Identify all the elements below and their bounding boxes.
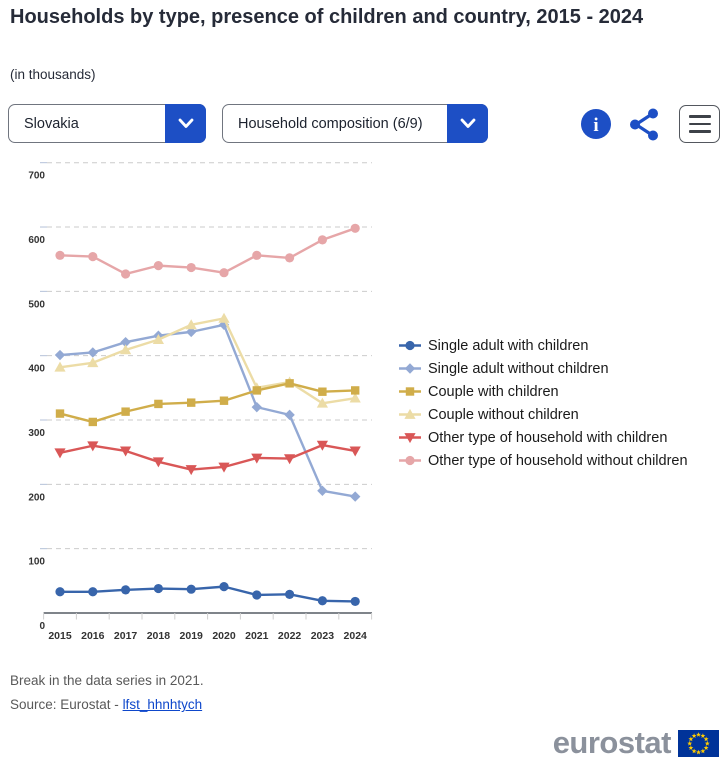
source-link[interactable]: lfst_hhnhtych [122, 697, 203, 712]
chart-subtitle: (in thousands) [10, 67, 96, 82]
legend-label: Couple with children [428, 383, 559, 400]
source-line: Source: Eurostat - lfst_hhnhtych [10, 697, 202, 712]
svg-text:400: 400 [28, 364, 45, 375]
legend-label: Couple without children [428, 406, 579, 423]
country-select-value: Slovakia [24, 115, 79, 132]
page-title: Households by type, presence of children… [10, 6, 644, 28]
legend-item[interactable]: Couple without children [399, 403, 688, 426]
legend-item[interactable]: Other type of household without children [399, 449, 688, 472]
legend-label: Single adult with children [428, 337, 589, 354]
legend-marker-icon [399, 340, 421, 351]
footnote: Break in the data series in 2021. [10, 673, 204, 688]
svg-text:2024: 2024 [344, 630, 368, 642]
svg-text:2019: 2019 [180, 630, 204, 642]
legend-label: Other type of household with children [428, 429, 668, 446]
country-select[interactable]: Slovakia [8, 104, 206, 143]
info-button[interactable]: i [581, 109, 611, 139]
branding: eurostat [553, 726, 719, 760]
legend-label: Single adult without children [428, 360, 609, 377]
eu-flag-icon [678, 729, 719, 757]
legend-marker-icon [399, 387, 421, 396]
legend-marker-icon [399, 455, 421, 466]
share-icon [630, 108, 658, 141]
svg-text:0: 0 [39, 621, 45, 632]
svg-text:200: 200 [28, 492, 45, 503]
info-icon: i [581, 109, 611, 139]
svg-text:2015: 2015 [48, 630, 72, 642]
svg-text:100: 100 [28, 557, 45, 568]
chevron-down-icon [447, 104, 488, 143]
svg-text:2023: 2023 [311, 630, 335, 642]
legend-item[interactable]: Other type of household with children [399, 426, 688, 449]
legend-item[interactable]: Single adult without children [399, 357, 688, 380]
svg-text:2021: 2021 [245, 630, 269, 642]
menu-button[interactable] [679, 105, 720, 143]
chevron-down-icon [165, 104, 206, 143]
composition-select-value: Household composition (6/9) [238, 115, 423, 132]
svg-text:600: 600 [28, 235, 45, 246]
legend-item[interactable]: Single adult with children [399, 334, 688, 357]
hamburger-menu-icon [688, 115, 711, 119]
svg-text:2016: 2016 [81, 630, 105, 642]
legend-marker-icon [399, 363, 421, 374]
svg-text:2022: 2022 [278, 630, 302, 642]
svg-text:700: 700 [28, 171, 45, 182]
svg-text:2017: 2017 [114, 630, 138, 642]
svg-text:2018: 2018 [147, 630, 171, 642]
legend-marker-icon [399, 408, 421, 419]
composition-select[interactable]: Household composition (6/9) [222, 104, 488, 143]
share-button[interactable] [628, 107, 661, 142]
chart-plot: 0 100 200 300 400 500 600 700 2015 2016 2017 2018 20… [28, 162, 373, 642]
svg-text:300: 300 [28, 428, 45, 439]
legend-label: Other type of household without children [428, 452, 688, 469]
legend-item[interactable]: Couple with children [399, 380, 688, 403]
legend-marker-icon [399, 433, 421, 444]
chart-legend: Single adult with children Single adult w… [399, 334, 688, 472]
svg-text:i: i [593, 115, 598, 136]
source-prefix: Source: Eurostat - [10, 697, 123, 712]
eurostat-logo: eurostat [552, 725, 672, 760]
svg-text:500: 500 [28, 299, 45, 310]
svg-text:2020: 2020 [212, 630, 236, 642]
